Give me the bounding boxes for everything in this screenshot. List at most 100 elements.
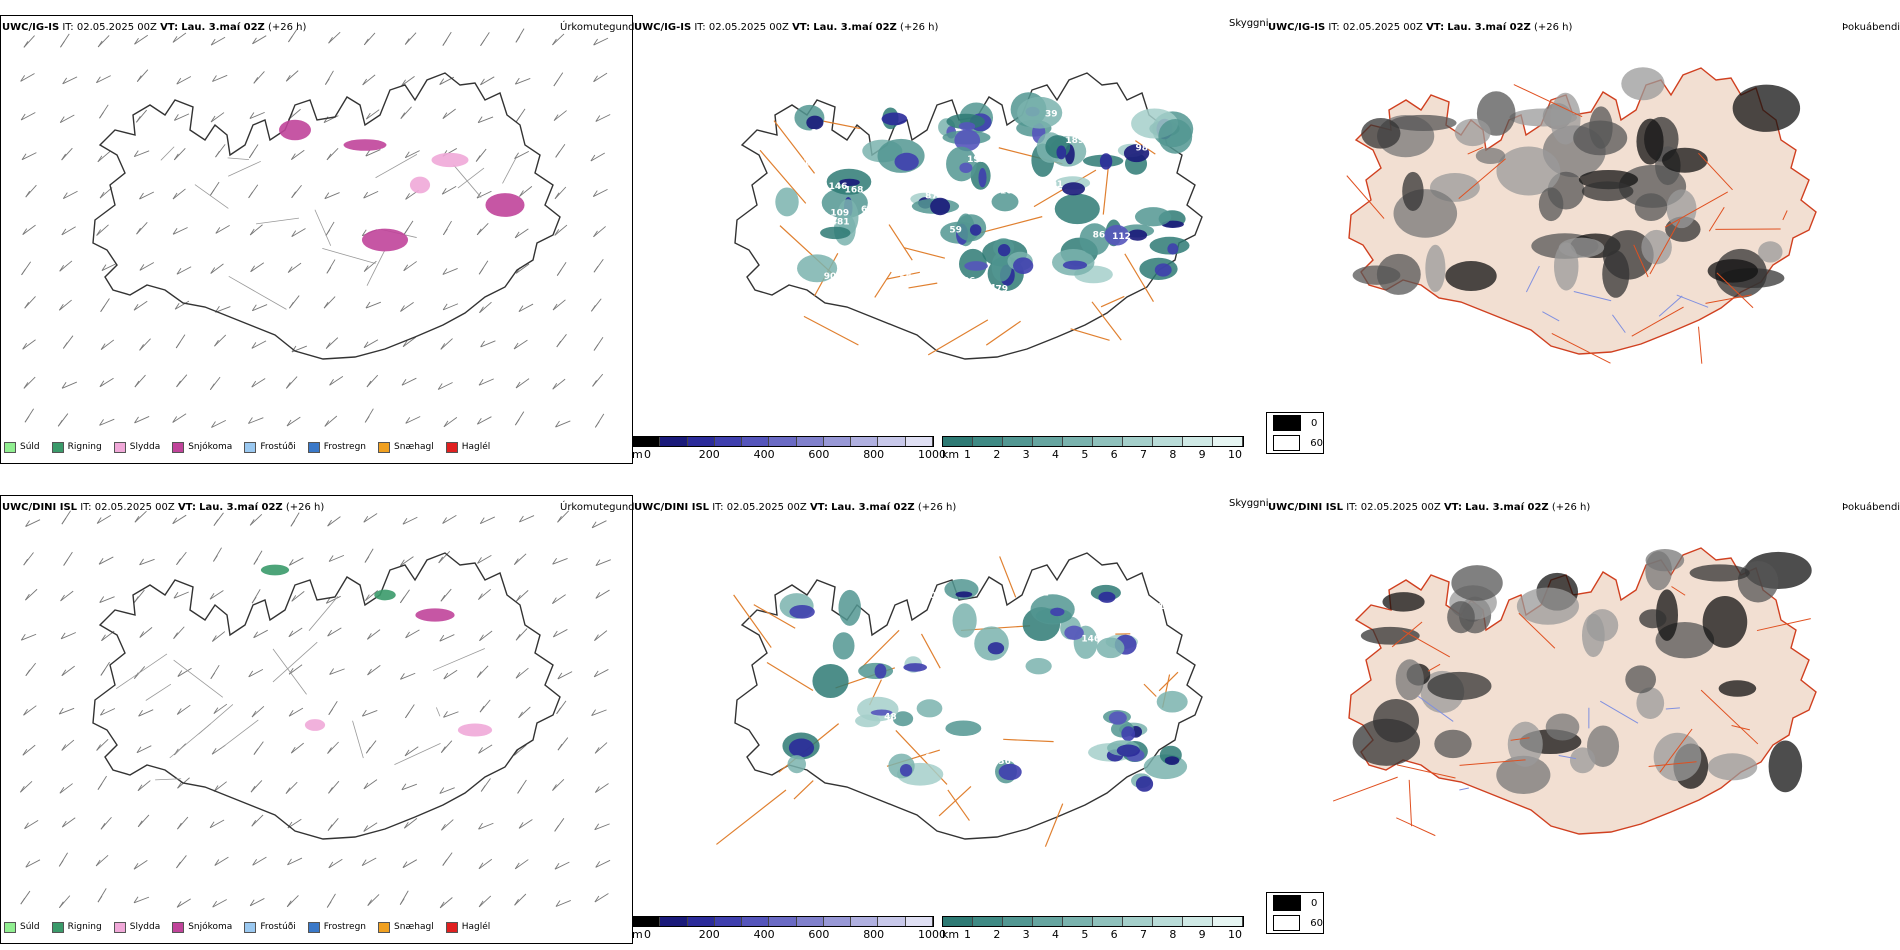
cloud-base-area xyxy=(1098,591,1116,603)
wind-barb xyxy=(324,415,338,427)
river-line xyxy=(1600,700,1639,724)
wind-barb-flag xyxy=(518,305,524,312)
wind-barb-flag xyxy=(138,709,143,717)
precip-area xyxy=(361,228,409,252)
vt-value: Lau. 3.maí 02Z xyxy=(181,22,265,33)
wind-barb-flag xyxy=(439,78,445,85)
wind-barb xyxy=(20,781,33,793)
colorbar-segment xyxy=(714,437,743,446)
road-line xyxy=(859,629,900,670)
fog-legend-label: 60 xyxy=(1310,917,1323,929)
colorbar-tick: 200 xyxy=(698,928,720,941)
wind-barb-flag xyxy=(404,38,410,45)
wind-barb xyxy=(552,779,565,791)
wind-barb xyxy=(23,376,36,389)
fog-legend: 0 60 xyxy=(1266,412,1324,454)
wind-barb-flag xyxy=(475,155,481,162)
wind-barb-flag xyxy=(361,859,367,866)
colorbar-segment xyxy=(1153,917,1183,926)
legend-swatch xyxy=(244,921,257,933)
cloud-base-area xyxy=(987,642,1005,655)
wind-barb-flag xyxy=(400,112,406,119)
wind-barb xyxy=(405,150,420,159)
wind-barb xyxy=(176,76,192,85)
colorbar-segment xyxy=(633,917,661,926)
iceland-map-precip xyxy=(19,510,611,909)
wind-barb-flag xyxy=(328,708,334,716)
wind-barb-flag xyxy=(480,78,485,86)
wind-barb xyxy=(213,781,227,792)
wind-barb-flag xyxy=(439,634,445,642)
cloud-base-area xyxy=(1127,229,1148,241)
wind-barb-flag xyxy=(592,190,598,197)
wind-barb-flag xyxy=(139,192,144,200)
wind-barb-flag xyxy=(24,822,29,830)
visibility-title: Skyggni xyxy=(1229,498,1269,509)
wind-barb xyxy=(214,334,227,347)
wind-barb xyxy=(249,224,263,236)
wind-barb xyxy=(60,632,76,640)
wind-barb-flag xyxy=(402,517,408,525)
visibility-value: 89 xyxy=(885,172,898,182)
wind-barb xyxy=(595,783,609,793)
wind-barb-flag xyxy=(590,305,596,312)
visibility-value: 55 xyxy=(899,273,912,283)
colorbar-segment xyxy=(1063,437,1093,446)
road-line xyxy=(227,157,250,161)
wind-barb-flag xyxy=(101,264,107,271)
wind-barb xyxy=(327,516,341,527)
wind-barb-flag xyxy=(290,746,296,754)
visibility-value: 127 xyxy=(885,261,904,271)
road-line xyxy=(1396,764,1456,779)
wind-barb xyxy=(518,303,534,313)
wind-barb-flag xyxy=(593,670,599,678)
wind-barb xyxy=(100,339,115,351)
wind-barb-flag xyxy=(24,415,30,423)
wind-barb xyxy=(25,588,38,601)
wind-barb xyxy=(24,820,39,830)
wind-barb xyxy=(286,895,299,908)
wind-barb xyxy=(22,224,36,236)
visibility-value: 106 xyxy=(923,591,942,601)
fog-legend: 0 60 xyxy=(1266,892,1324,934)
wind-barb xyxy=(594,823,610,831)
colorbar-segment xyxy=(823,437,852,446)
colorbar-tick: 400 xyxy=(753,448,775,461)
wind-barb xyxy=(591,709,607,717)
vt-value: Lau. 3.maí 02Z xyxy=(1447,22,1531,33)
fog-index-area xyxy=(1732,84,1801,132)
vt-label: VT: xyxy=(809,502,828,513)
wind-barb xyxy=(555,899,571,907)
wind-barb-flag xyxy=(327,519,332,527)
wind-barb-flag xyxy=(363,38,369,46)
wind-barb xyxy=(323,115,339,124)
visibility-value: 113 xyxy=(1031,221,1050,231)
cloud-base-area xyxy=(806,115,824,130)
wind-barb xyxy=(174,300,190,310)
wind-barb-flag xyxy=(210,115,216,123)
cloud-base-area xyxy=(1013,257,1034,275)
fog-index-area xyxy=(1507,721,1543,767)
wind-barb-flag xyxy=(250,785,256,793)
fog-index-area xyxy=(1707,753,1758,781)
wind-barb xyxy=(327,741,339,754)
colorbar-unit: km xyxy=(942,448,960,461)
wind-barb xyxy=(442,108,456,120)
wind-barb xyxy=(249,514,263,526)
fog-index-area xyxy=(1352,265,1401,285)
wind-barb-flag xyxy=(212,900,218,908)
wind-barb xyxy=(439,787,455,794)
colorbar-segment xyxy=(742,437,770,446)
river-line xyxy=(1612,314,1626,333)
wind-barb-flag xyxy=(557,743,563,751)
wind-barb-flag xyxy=(139,264,145,271)
wind-barb-flag xyxy=(25,860,31,868)
wind-barb-flag xyxy=(402,340,408,348)
legend-item: Haglél xyxy=(445,921,490,933)
wind-barb-flag xyxy=(214,859,220,866)
wind-barb-flag xyxy=(59,787,65,794)
wind-barb-flag xyxy=(442,39,448,46)
wind-barb xyxy=(139,262,155,271)
river-line xyxy=(1418,695,1454,722)
legend-label: Snjókoma xyxy=(188,442,233,452)
